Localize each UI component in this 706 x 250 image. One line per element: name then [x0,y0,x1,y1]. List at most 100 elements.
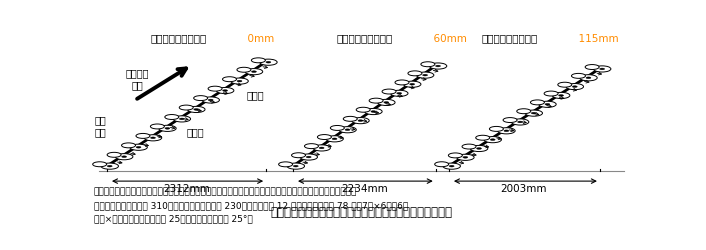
Circle shape [121,143,136,148]
Text: 2234mm: 2234mm [341,184,388,194]
Circle shape [566,84,584,90]
Circle shape [436,65,441,67]
Circle shape [371,111,376,112]
Circle shape [544,91,558,96]
Text: 偶数番目のローラ高: 偶数番目のローラ高 [481,34,538,44]
Circle shape [586,77,591,79]
Circle shape [194,108,198,110]
Circle shape [448,153,462,158]
Circle shape [403,81,421,87]
Circle shape [237,80,242,82]
Circle shape [251,71,256,72]
Circle shape [193,96,208,100]
Circle shape [503,118,517,122]
Circle shape [326,136,343,142]
Circle shape [216,88,234,94]
Circle shape [384,102,389,103]
Circle shape [202,97,220,103]
Circle shape [292,153,306,158]
Circle shape [470,146,488,152]
Circle shape [208,99,213,101]
Circle shape [552,92,570,98]
Circle shape [306,156,311,158]
Circle shape [490,139,495,140]
Circle shape [532,112,536,114]
Circle shape [318,134,331,140]
Circle shape [417,72,434,78]
Circle shape [179,105,193,110]
Circle shape [511,119,529,125]
Circle shape [489,126,503,131]
Circle shape [449,165,454,167]
Circle shape [231,78,249,84]
Circle shape [279,162,292,167]
Circle shape [345,129,350,130]
Text: 注２　土塊投入口の幅 310㎜、各ローラ間の軸距 230㎜、ローラ数 12 本、星形ディスク 78 枚（7枚×6列、6枚: 注２ 土塊投入口の幅 310㎜、各ローラ間の軸距 230㎜、ローラ数 12 本、… [94,201,408,210]
Circle shape [369,98,383,103]
Circle shape [573,86,578,87]
Circle shape [313,145,330,151]
Circle shape [599,68,604,70]
Circle shape [293,165,298,167]
Circle shape [222,77,237,82]
Circle shape [330,126,345,130]
Circle shape [287,163,304,169]
Circle shape [571,74,585,78]
Circle shape [237,67,251,72]
Circle shape [92,162,107,167]
Circle shape [266,61,271,63]
Circle shape [545,104,550,105]
Circle shape [429,63,447,69]
Circle shape [179,118,184,120]
Circle shape [115,154,133,160]
Circle shape [101,163,119,169]
Circle shape [343,116,357,121]
Circle shape [504,130,509,132]
Text: 0mm: 0mm [241,34,275,44]
Circle shape [423,74,428,76]
Circle shape [435,162,449,167]
Text: 2312mm: 2312mm [163,184,210,194]
Circle shape [409,83,414,85]
Circle shape [443,163,460,169]
Circle shape [378,99,395,105]
Text: 破砕土: 破砕土 [186,127,204,137]
Circle shape [260,59,277,65]
Circle shape [358,120,363,122]
Circle shape [165,128,170,129]
Circle shape [525,110,542,116]
Circle shape [136,146,141,148]
Circle shape [208,86,222,91]
Circle shape [164,114,179,119]
Circle shape [121,156,126,158]
Circle shape [395,80,409,85]
Circle shape [517,109,531,114]
Text: 土塊進行
方向: 土塊進行 方向 [126,68,149,90]
Circle shape [408,71,422,76]
Circle shape [150,137,155,139]
Circle shape [463,156,468,158]
Circle shape [364,108,382,114]
Circle shape [462,144,476,149]
Text: 偶数番目のローラ高: 偶数番目のローラ高 [337,34,393,44]
Circle shape [476,135,490,140]
Text: 2003mm: 2003mm [500,184,546,194]
Circle shape [357,107,370,112]
Text: 注１　複数のローラをチェーンで駆動し、それぞれのローラ軸の位置およびローラ回転数を変更可能な構造。: 注１ 複数のローラをチェーンで駆動し、それぞれのローラ軸の位置およびローラ回転数… [94,187,357,196]
Text: ×６列）、ディスク間隙 25㎜、装置の傾斜角度 25°。: ×６列）、ディスク間隙 25㎜、装置の傾斜角度 25°。 [94,215,253,224]
Circle shape [517,121,522,123]
Circle shape [593,66,611,72]
Text: 60mm: 60mm [428,34,467,44]
Circle shape [390,90,408,96]
Circle shape [159,125,176,132]
Circle shape [332,138,337,140]
Circle shape [585,64,599,70]
Circle shape [144,135,162,141]
Circle shape [558,94,563,96]
Circle shape [484,136,501,143]
Text: 供給
土塊: 供給 土塊 [95,116,107,137]
Circle shape [530,100,544,105]
Circle shape [222,90,227,92]
Circle shape [245,68,263,75]
Circle shape [477,148,481,149]
